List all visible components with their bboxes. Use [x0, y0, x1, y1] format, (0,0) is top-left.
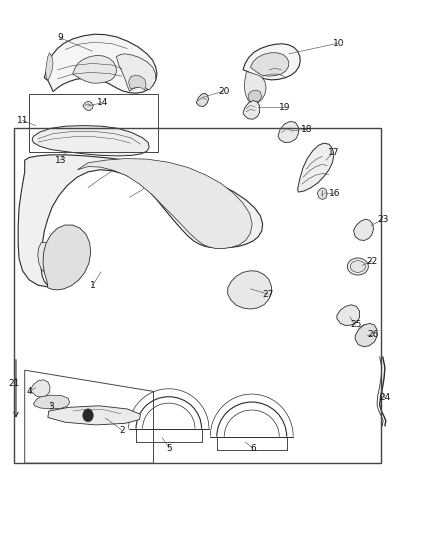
Text: 2: 2 — [120, 426, 125, 435]
Polygon shape — [117, 54, 155, 91]
Polygon shape — [248, 90, 262, 103]
Text: 10: 10 — [332, 39, 344, 48]
Polygon shape — [337, 305, 360, 326]
Text: 17: 17 — [328, 148, 339, 157]
Text: 19: 19 — [279, 102, 291, 111]
Polygon shape — [243, 101, 260, 119]
Polygon shape — [243, 44, 300, 80]
Polygon shape — [228, 271, 272, 309]
Text: 1: 1 — [90, 280, 96, 289]
Polygon shape — [317, 188, 327, 199]
Polygon shape — [129, 75, 146, 90]
Polygon shape — [278, 122, 298, 143]
Polygon shape — [353, 219, 374, 240]
Polygon shape — [73, 55, 117, 83]
Text: 14: 14 — [97, 98, 108, 107]
Polygon shape — [38, 243, 62, 273]
Circle shape — [83, 409, 93, 422]
Text: 11: 11 — [17, 116, 29, 125]
Text: 3: 3 — [49, 402, 54, 411]
Text: 20: 20 — [218, 86, 230, 95]
Ellipse shape — [350, 261, 365, 272]
Polygon shape — [244, 71, 266, 104]
Text: 5: 5 — [166, 444, 173, 453]
Polygon shape — [43, 225, 91, 290]
Text: 9: 9 — [57, 34, 63, 43]
Text: 25: 25 — [350, 320, 361, 329]
Polygon shape — [196, 93, 208, 107]
Text: 4: 4 — [27, 387, 32, 396]
Text: 16: 16 — [329, 189, 340, 198]
Polygon shape — [251, 53, 289, 76]
Text: 22: 22 — [366, 257, 378, 265]
Polygon shape — [18, 155, 263, 288]
Text: 24: 24 — [379, 393, 391, 402]
Text: 18: 18 — [301, 125, 313, 134]
Text: 23: 23 — [377, 215, 389, 224]
Polygon shape — [297, 143, 334, 192]
Polygon shape — [33, 395, 70, 409]
Polygon shape — [355, 324, 377, 347]
Polygon shape — [30, 379, 50, 397]
Ellipse shape — [347, 258, 368, 275]
Text: 21: 21 — [9, 379, 20, 388]
Polygon shape — [44, 34, 157, 93]
Text: 26: 26 — [367, 330, 379, 339]
Polygon shape — [46, 53, 53, 80]
Text: 13: 13 — [55, 156, 67, 165]
Polygon shape — [48, 406, 141, 425]
Polygon shape — [83, 101, 93, 111]
Ellipse shape — [357, 223, 370, 235]
Text: 6: 6 — [251, 444, 256, 453]
Polygon shape — [32, 126, 149, 156]
Polygon shape — [78, 159, 252, 248]
Text: 27: 27 — [263, 289, 274, 298]
